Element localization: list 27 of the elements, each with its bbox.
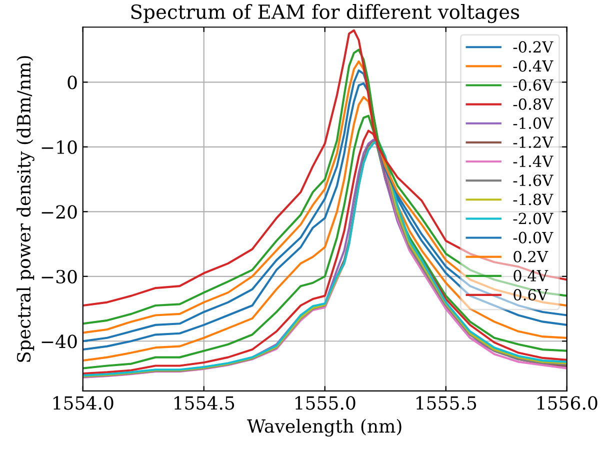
legend-label: -1.4V xyxy=(513,156,554,168)
legend-label: -0.2V xyxy=(513,41,554,53)
x-axis-title: Wavelength (nm) xyxy=(247,418,402,437)
y-tick-label: −40 xyxy=(42,334,77,348)
legend-label: 0.4V xyxy=(514,270,548,282)
legend-label: -0.8V xyxy=(513,98,554,110)
chart-title: Spectrum of EAM for different voltages xyxy=(131,4,520,24)
x-tick-label: 1556.0 xyxy=(538,396,598,410)
legend-label: -1.8V xyxy=(513,194,554,206)
y-tick-label: −30 xyxy=(42,270,77,284)
legend-label: 0.6V xyxy=(514,288,548,301)
legend-label: -1.0V xyxy=(513,117,554,129)
x-tick-label: 1555.5 xyxy=(416,396,476,410)
legend-label: -0.0V xyxy=(513,232,554,244)
legend-label: -0.6V xyxy=(513,79,554,91)
x-tick-label: 1554.5 xyxy=(174,396,234,410)
legend-label: -0.4V xyxy=(513,60,554,72)
legend-label: -2.0V xyxy=(513,212,554,224)
y-axis-title: Spectral power density (dBm/nm) xyxy=(16,56,34,362)
x-tick-label: 1555.0 xyxy=(296,396,356,410)
y-tick-label: 0 xyxy=(68,76,77,90)
legend-label: 0.2V xyxy=(514,250,548,262)
y-tick-label: −10 xyxy=(42,140,77,154)
legend-label: -1.2V xyxy=(513,136,554,148)
x-tick-label: 1554.0 xyxy=(54,396,114,410)
y-tick-label: −20 xyxy=(42,205,77,219)
legend-label: -1.6V xyxy=(513,174,554,186)
